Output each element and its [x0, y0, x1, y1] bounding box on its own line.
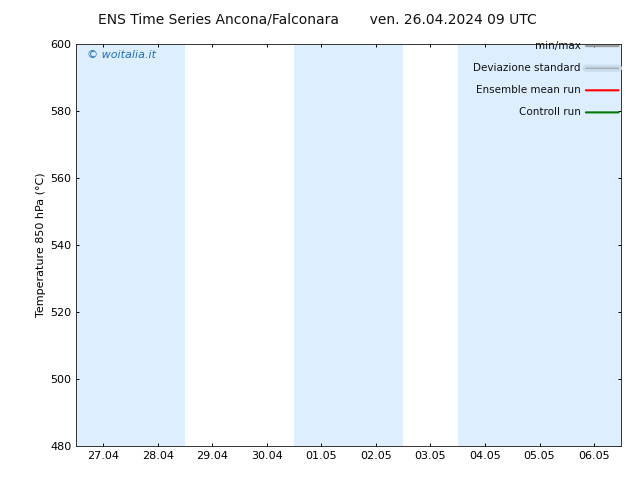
Text: Controll run: Controll run: [519, 107, 580, 118]
Bar: [131, 44, 185, 446]
Text: © woitalia.it: © woitalia.it: [87, 50, 156, 60]
Text: Deviazione standard: Deviazione standard: [473, 63, 580, 73]
Y-axis label: Temperature 850 hPa (°C): Temperature 850 hPa (°C): [36, 172, 46, 318]
Bar: [567, 44, 621, 446]
Text: min/max: min/max: [534, 41, 580, 51]
Bar: [76, 44, 131, 446]
Text: ENS Time Series Ancona/Falconara       ven. 26.04.2024 09 UTC: ENS Time Series Ancona/Falconara ven. 26…: [98, 12, 536, 26]
Bar: [349, 44, 403, 446]
Bar: [512, 44, 567, 446]
Bar: [458, 44, 512, 446]
Text: Ensemble mean run: Ensemble mean run: [476, 85, 580, 96]
Bar: [294, 44, 349, 446]
